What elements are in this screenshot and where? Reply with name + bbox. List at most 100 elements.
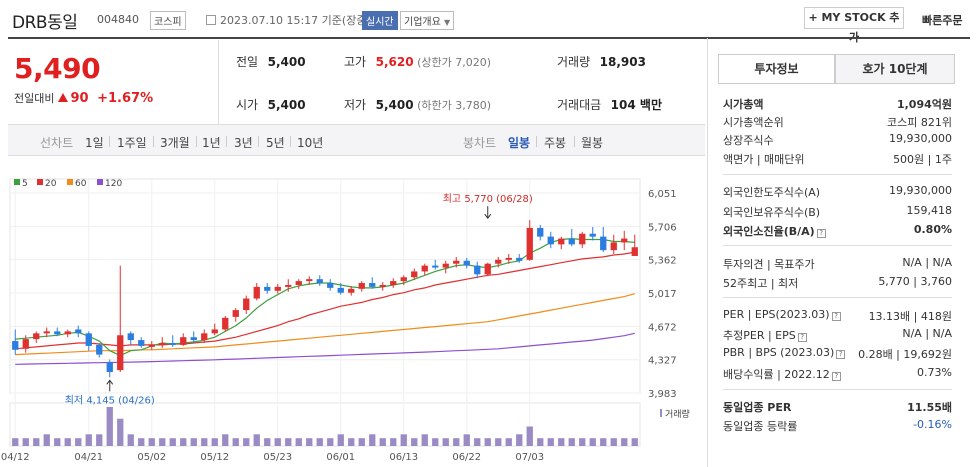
legend-swatch-ma20: [37, 179, 43, 185]
info-value: 5,770 | 3,760: [878, 275, 952, 288]
candle-body: [474, 265, 481, 275]
candle-body: [295, 281, 302, 285]
info-row-industry-change: 동일업종 등락률 -0.16%: [723, 418, 952, 434]
high-value: 5,620: [375, 55, 414, 69]
change-label: 전일대비: [14, 92, 55, 105]
calendar-icon: [206, 15, 216, 25]
candle-body: [211, 329, 218, 334]
market-badge: 코스피: [150, 11, 186, 30]
help-icon[interactable]: ?: [816, 229, 826, 238]
candle-body: [159, 343, 166, 345]
volume-pane-frame: [9, 402, 641, 447]
info-row-opinion: 투자의견 | 목표주가 N/A | N/A: [723, 256, 952, 272]
volume-bar: [432, 438, 439, 446]
company-info-dropdown[interactable]: 기업개요 ▼: [400, 11, 455, 30]
volume-bar: [337, 434, 344, 446]
info-row-face-value: 액면가 | 매매단위 500원 | 1주: [723, 151, 952, 167]
x-tick-label: 04/21: [74, 452, 103, 463]
open-price: 시가 5,400: [236, 96, 306, 113]
volume-bar: [474, 438, 481, 446]
legend-label-ma60: 60: [75, 179, 87, 189]
tab-weekly[interactable]: 주봉: [544, 136, 567, 150]
candle-body: [348, 288, 355, 293]
y-tick-label: 6,051: [648, 189, 677, 200]
info-value: 19,930,000: [889, 132, 952, 145]
tab-separator: [290, 136, 291, 147]
x-tick-label: 06/13: [389, 452, 418, 463]
candle-body: [43, 331, 50, 334]
candle-body: [127, 333, 134, 341]
candle-body: [327, 283, 334, 288]
volume-bar: [505, 438, 512, 446]
upper-limit: (상한가 7,020): [417, 56, 491, 69]
info-label: 액면가 | 매매단위: [723, 153, 805, 166]
line-chart-label[interactable]: 선차트: [40, 136, 74, 150]
volume-bar: [327, 438, 334, 446]
info-value: 0.73%: [917, 366, 952, 379]
section-divider: [723, 389, 952, 390]
help-icon[interactable]: ?: [831, 372, 841, 381]
x-tick-label: 07/03: [515, 452, 544, 463]
day-low: 저가 5,400 (하한가 3,780): [344, 96, 491, 113]
tab-1w[interactable]: 1주일: [117, 136, 147, 150]
add-mystock-button[interactable]: + MY STOCK 추가: [804, 7, 904, 44]
tab-1d[interactable]: 1일: [85, 136, 104, 150]
candle-body: [96, 344, 103, 355]
info-row-cap-rank: 시가총액순위 코스피 821위: [723, 114, 952, 130]
info-value: 코스피 821위: [887, 116, 952, 129]
volume-bar: [579, 438, 586, 446]
tab-3y[interactable]: 3년: [234, 136, 253, 150]
timestamp-text: 2023.07.10 15:17 기준(장중): [220, 14, 371, 27]
info-label: PER | EPS(2023.03): [723, 308, 830, 321]
tab-1y[interactable]: 1년: [202, 136, 221, 150]
volume-bar: [484, 438, 491, 446]
help-icon[interactable]: ?: [831, 312, 841, 321]
candle-chart-label[interactable]: 봉차트: [463, 136, 497, 150]
tab-separator: [109, 136, 110, 147]
volume-bar: [295, 438, 302, 446]
tab-5y[interactable]: 5년: [266, 136, 285, 150]
volume-bar: [442, 438, 449, 446]
legend-label-ma20: 20: [45, 179, 57, 189]
day-high: 고가 5,620 (상한가 7,020): [344, 53, 491, 70]
candlestick-chart[interactable]: 3,983 4,327 4,672 5,017 5,362 5,706 6,051 04/12…: [0, 157, 706, 467]
volume-bar: [12, 438, 19, 446]
volume-bar: [358, 438, 365, 446]
info-value: 1,094억원: [896, 98, 952, 111]
info-value: 159,418: [906, 204, 953, 217]
price-pane-frame: [9, 178, 641, 394]
candle-body: [285, 284, 292, 287]
low-label: 저가: [344, 98, 367, 112]
info-value: 13.13배 | 418원: [868, 310, 952, 323]
tab-10y[interactable]: 10년: [297, 136, 324, 150]
tab-monthly[interactable]: 월봉: [581, 136, 604, 150]
tab-3m[interactable]: 3개월: [160, 136, 190, 150]
volume-bar: [180, 438, 187, 446]
tab-quote-10[interactable]: 호가 10단계: [835, 54, 955, 84]
open-label: 시가: [236, 98, 259, 112]
quick-order-button[interactable]: 빠른주문: [922, 14, 963, 27]
y-tick-label: 5,362: [648, 256, 677, 267]
help-icon[interactable]: ?: [836, 350, 846, 359]
help-icon[interactable]: ?: [797, 333, 807, 342]
volume-bar: [421, 434, 428, 446]
candle-body: [85, 333, 92, 346]
prev-close-label: 전일: [236, 55, 259, 69]
candle-body: [169, 343, 176, 345]
info-row-industry-per: 동일업종 PER 11.55배: [723, 399, 952, 415]
candle-body: [316, 279, 323, 284]
volume-bar: [138, 438, 145, 446]
trade-value-value: 104 백만: [610, 98, 662, 112]
candle-body: [232, 310, 239, 317]
candle-body: [568, 238, 575, 245]
tab-daily[interactable]: 일봉: [508, 136, 531, 150]
candle-body: [190, 337, 197, 341]
candle-body: [274, 286, 281, 291]
info-row-dividend: 배당수익률 | 2022.12? 0.73%: [723, 366, 952, 382]
y-tick-label: 4,327: [648, 356, 677, 367]
candle-body: [222, 317, 229, 330]
divider: [218, 40, 219, 124]
ma5-line: [15, 237, 635, 357]
x-tick-label: 06/01: [326, 452, 355, 463]
tab-invest-info[interactable]: 투자정보: [718, 54, 835, 84]
